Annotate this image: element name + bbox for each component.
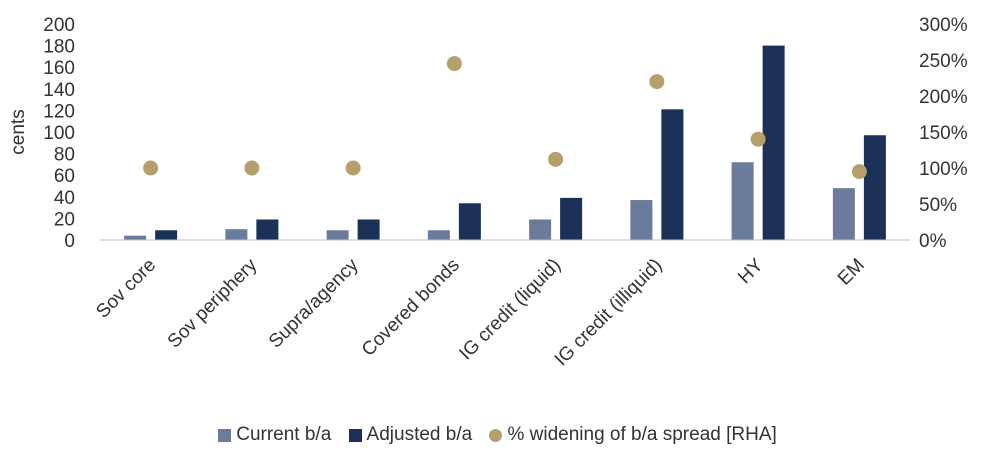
legend-swatch-adjusted [349,429,362,442]
y-axis-label: cents [8,109,29,154]
legend-label-adjusted: Adjusted b/a [367,424,473,446]
y2-tick-label: 200% [919,87,968,108]
x-tick-label: HY [734,254,768,288]
x-tick-label: Covered bonds [358,255,464,361]
y-tick-label: 120 [43,101,75,122]
legend-item-current: Current b/a [218,424,331,446]
marker-sov-core [143,161,158,176]
x-tick-label: EM [834,255,869,290]
y2-tick-label: 250% [919,51,968,72]
bar-current-b-a-hy [732,162,754,240]
y-tick-label: 60 [54,166,75,187]
x-tick-label: Sov periphery [164,254,262,352]
right-axis: 0% 50% 100% 150% 200% 250% 300% [919,15,968,252]
y-tick-label: 40 [54,188,75,209]
marker-sov-periphery [244,161,259,176]
x-tick-label: IG credit (illiquid) [551,255,667,371]
bar-adjusted-b-a-em [864,135,886,240]
legend-item-widening: % widening of b/a spread [RHA] [489,424,776,446]
legend-swatch-current [218,429,231,442]
y-tick-label: 20 [54,209,75,230]
bar-adjusted-b-a-covered-bonds [459,203,481,240]
y2-tick-label: 0% [919,231,947,252]
bar-adjusted-b-a-sov-core [155,230,177,240]
y2-tick-label: 100% [919,159,968,180]
marker-ig-credit-illiquid [649,74,664,89]
x-tick-label: Supra/agency [265,254,363,352]
y-tick-label: 140 [43,80,75,101]
bar-current-b-a-sov-periphery [225,229,247,240]
marker-hy [751,132,766,147]
x-axis: Sov core Sov periphery Supra/agencyCovered… [92,254,869,370]
y-tick-label: 80 [54,145,75,166]
legend-label-widening: % widening of b/a spread [RHA] [507,424,776,446]
marker-covered-bonds [447,56,462,71]
bars [124,46,886,240]
y-tick-label: 200 [43,15,75,36]
x-tick-label: Sov core [92,255,160,323]
y-tick-label: 0 [64,231,75,252]
y2-tick-label: 150% [919,123,968,144]
marker-ig-credit-liquid [548,152,563,167]
bar-adjusted-b-a-supra-agency [358,219,380,240]
bar-adjusted-b-a-ig-credit-liquid [560,198,582,240]
markers [143,56,867,179]
legend-item-adjusted: Adjusted b/a [349,424,473,446]
bar-current-b-a-covered-bonds [428,230,450,240]
x-tick-label: IG credit (liquid) [455,255,565,365]
bar-current-b-a-supra-agency [327,230,349,240]
y2-tick-label: 300% [919,15,968,36]
y-tick-label: 180 [43,37,75,58]
bar-adjusted-b-a-ig-credit-illiquid [661,109,683,240]
y-tick-label: 100 [43,123,75,144]
marker-supra-agency [346,161,361,176]
legend-label-current: Current b/a [236,424,331,446]
marker-em [852,164,867,179]
y-tick-label: 160 [43,58,75,79]
y2-tick-label: 50% [919,195,957,216]
legend: Current b/a Adjusted b/a % widening of b… [0,424,995,448]
bar-current-b-a-ig-credit-liquid [529,219,551,240]
bar-current-b-a-sov-core [124,236,146,240]
bar-current-b-a-ig-credit-illiquid [630,200,652,240]
legend-swatch-widening [489,429,502,442]
bar-current-b-a-em [833,188,855,240]
bar-adjusted-b-a-hy [763,46,785,240]
bar-adjusted-b-a-sov-periphery [256,219,278,240]
